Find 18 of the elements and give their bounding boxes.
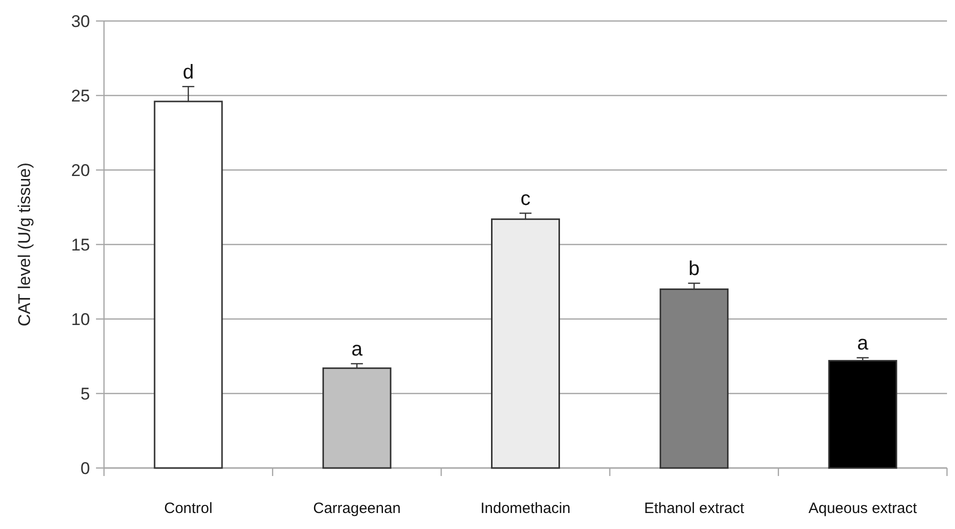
- x-tick-label: Control: [164, 500, 212, 517]
- y-tick-label: 20: [71, 160, 90, 180]
- y-tick-label: 30: [71, 12, 90, 31]
- y-axis-title: CAT level (U/g tissue): [15, 162, 34, 326]
- y-tick-label: 10: [71, 310, 90, 329]
- y-tick-label: 5: [80, 384, 90, 404]
- y-tick-label: 15: [71, 235, 90, 254]
- x-tick-label: Aqueous extract: [808, 500, 918, 517]
- annotation: a: [857, 332, 870, 355]
- x-tick-label: Carrageenan: [313, 500, 401, 517]
- y-tick-label: 0: [80, 458, 90, 478]
- annotation: d: [182, 62, 194, 84]
- x-tick-label: Ethanol extract: [644, 500, 745, 517]
- x-tick-label: Indomethacin: [480, 500, 571, 517]
- annotation: b: [688, 258, 700, 280]
- y-tick-label: 25: [71, 86, 90, 106]
- annotation: a: [351, 338, 364, 361]
- annotation: c: [520, 188, 530, 210]
